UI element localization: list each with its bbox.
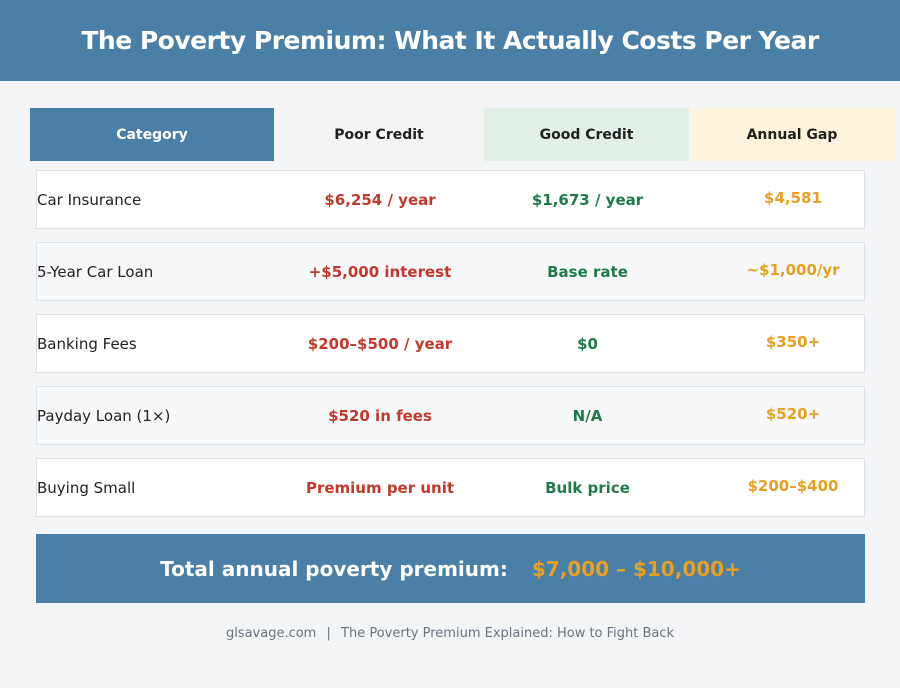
annual-gap-cell: ~$1,000/yr <box>746 260 840 279</box>
header-category: Category <box>30 108 274 161</box>
total-value: $7,000 – $10,000+ <box>531 556 741 581</box>
footer: glsavage.com | The Poverty Premium Expla… <box>0 626 900 641</box>
table-row: Payday Loan (1×) $520 in fees N/A $520+ <box>36 386 865 445</box>
page-title: The Poverty Premium: What It Actually Co… <box>0 0 900 81</box>
annual-gap-cell: $350+ <box>765 332 821 351</box>
good-credit-cell: Bulk price <box>545 478 630 497</box>
footer-article: The Poverty Premium Explained: How to Fi… <box>341 626 675 641</box>
annual-gap-cell: $520+ <box>765 404 821 423</box>
category-cell: Payday Loan (1×) <box>37 406 171 425</box>
header-annual-gap: Annual Gap <box>689 108 895 161</box>
annual-gap-cell: $200–$400 <box>747 476 839 495</box>
poor-credit-cell: Premium per unit <box>305 478 455 497</box>
total-banner: Total annual poverty premium: $7,000 – $… <box>36 534 865 603</box>
good-credit-cell: $1,673 / year <box>531 190 644 209</box>
poor-credit-cell: $520 in fees <box>328 406 432 425</box>
category-cell: Car Insurance <box>37 190 142 209</box>
good-credit-cell: N/A <box>572 406 603 425</box>
poor-credit-cell: $6,254 / year <box>324 190 436 209</box>
annual-gap-cell: $4,581 <box>764 188 822 207</box>
table-row: Banking Fees $200–$500 / year $0 $350+ <box>36 314 865 373</box>
category-cell: 5-Year Car Loan <box>37 262 154 281</box>
poor-credit-cell: +$5,000 interest <box>308 262 452 281</box>
table-row: Car Insurance $6,254 / year $1,673 / yea… <box>36 170 865 229</box>
good-credit-cell: Base rate <box>547 262 628 281</box>
table-row: Buying Small Premium per unit Bulk price… <box>36 458 865 517</box>
header-good-credit: Good Credit <box>484 108 689 161</box>
table-row: 5-Year Car Loan +$5,000 interest Base ra… <box>36 242 865 301</box>
footer-site: glsavage.com <box>225 626 317 641</box>
category-cell: Buying Small <box>37 478 136 497</box>
poor-credit-cell: $200–$500 / year <box>307 334 453 353</box>
good-credit-cell: $0 <box>577 334 598 353</box>
category-cell: Banking Fees <box>37 334 137 353</box>
footer-separator: | <box>326 626 331 641</box>
total-label: Total annual poverty premium: <box>160 556 508 581</box>
header-poor-credit: Poor Credit <box>334 126 424 143</box>
